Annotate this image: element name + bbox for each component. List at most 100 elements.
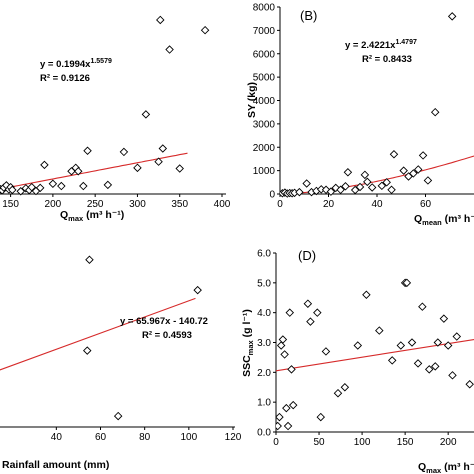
data-point xyxy=(389,150,399,159)
y-tick-label: 5.0 xyxy=(257,278,271,289)
y-tick-label: 1.0 xyxy=(257,398,271,409)
panel-c: 40 60 80 100 120 y = 65.967x - 140.72 R² = 0.4… xyxy=(0,255,242,471)
r-squared-label: R² = 0.9126 xyxy=(40,73,90,84)
data-point xyxy=(282,403,291,413)
panel-d: 0 50 100 150 200 0.0 1.0 2.0 3.0 4.0 5.0 6.0 Qmax (m… xyxy=(241,248,474,474)
data-point xyxy=(313,308,322,317)
data-point xyxy=(119,147,129,157)
data-point xyxy=(303,299,313,308)
data-point xyxy=(74,167,83,176)
x-tick-label: 40 xyxy=(51,432,63,443)
data-point xyxy=(433,338,443,347)
data-point xyxy=(367,183,377,192)
panel-b: 0 20 40 60 0 1000 2000 3000 4000 5000 6000 7000 8000… xyxy=(246,3,474,227)
data-point xyxy=(316,412,326,422)
x-tick-label: 0 xyxy=(277,199,283,210)
y-tick-label: 1000 xyxy=(253,166,276,177)
x-tick-label: 60 xyxy=(420,199,432,210)
data-point xyxy=(377,181,387,191)
data-point xyxy=(382,178,391,187)
y-tick-label: 3000 xyxy=(253,119,276,130)
data-point xyxy=(287,365,296,374)
data-point xyxy=(8,185,17,195)
data-point xyxy=(402,278,412,288)
data-point xyxy=(48,179,58,188)
x-tick-label: 0 xyxy=(273,437,279,448)
data-point xyxy=(413,165,423,174)
data-point xyxy=(413,359,423,368)
data-point xyxy=(158,144,168,153)
trend-line xyxy=(0,152,188,190)
data-point xyxy=(350,185,360,195)
data-point xyxy=(423,176,433,185)
trend-line xyxy=(0,297,196,371)
data-point xyxy=(57,181,66,191)
x-tick-label: 250 xyxy=(87,199,104,210)
x-tick-label: 300 xyxy=(129,199,146,210)
y-tick-label: 8000 xyxy=(253,3,276,14)
data-point xyxy=(409,169,418,178)
y-axis-label: SSCmax (g l⁻¹) xyxy=(241,309,255,377)
y-tick-label: 6000 xyxy=(253,49,276,60)
data-point xyxy=(340,383,350,392)
data-point xyxy=(399,166,408,175)
y-tick-label: 4000 xyxy=(253,96,276,107)
data-point xyxy=(431,362,440,371)
x-tick-label: 200 xyxy=(45,199,62,210)
y-tick-label: 4.0 xyxy=(257,308,271,319)
data-point xyxy=(375,326,384,335)
y-tick-label: 7000 xyxy=(253,26,276,37)
data-point xyxy=(200,25,210,35)
equation-label: y = 2.4221x1.4797 xyxy=(345,39,417,51)
data-point xyxy=(465,380,474,389)
x-tick-label: 40 xyxy=(371,199,383,210)
y-axis-label: SY (kg) xyxy=(246,82,258,118)
data-point xyxy=(443,341,453,350)
data-point xyxy=(331,183,341,193)
data-point xyxy=(306,317,315,326)
x-tick-label: 50 xyxy=(313,437,325,448)
data-point xyxy=(156,15,165,25)
x-axis-label: Qmax (m³ h⁻¹) xyxy=(60,209,124,223)
trend-line xyxy=(280,155,474,195)
data-point xyxy=(79,181,88,191)
data-point xyxy=(175,164,184,173)
data-point xyxy=(276,412,284,422)
x-tick-label: 400 xyxy=(214,199,231,210)
x-axis-label: Qmax (m³ h⁻¹) xyxy=(418,461,474,474)
data-point xyxy=(336,185,345,195)
panel-label: (B) xyxy=(300,8,317,23)
y-tick-label: 6.0 xyxy=(257,249,271,260)
data-point xyxy=(362,290,371,300)
x-tick-label: 80 xyxy=(139,432,151,443)
data-point xyxy=(360,170,370,180)
data-point xyxy=(343,168,353,177)
y-tick-label: 2000 xyxy=(253,143,276,154)
y-tick-label: 0.0 xyxy=(257,428,271,439)
x-axis-label: Rainfall amount (mm) xyxy=(2,459,109,471)
x-tick-label: 120 xyxy=(225,432,242,443)
data-point xyxy=(404,172,413,181)
data-point xyxy=(154,157,163,166)
data-point xyxy=(439,314,449,323)
x-tick-label: 20 xyxy=(323,199,335,210)
panel-a: 150 200 250 300 350 400 y = 0.1994x1.5579 R² = … xyxy=(0,15,231,223)
data-point xyxy=(83,146,92,156)
data-point xyxy=(424,365,434,374)
data-point xyxy=(276,421,282,431)
data-point xyxy=(448,371,457,380)
data-point xyxy=(321,347,331,356)
data-point xyxy=(396,341,406,350)
equation-label: y = 65.967x - 140.72 xyxy=(120,316,208,327)
y-tick-label: 2.0 xyxy=(257,368,271,379)
data-point xyxy=(27,182,36,192)
y-tick-label: 3.0 xyxy=(257,338,271,349)
data-point xyxy=(387,185,396,195)
data-point xyxy=(280,350,289,359)
data-point xyxy=(321,185,331,195)
y-tick-label: 5000 xyxy=(253,73,276,84)
data-point xyxy=(353,341,363,350)
r-squared-label: R² = 0.4593 xyxy=(142,330,192,341)
x-tick-label: 150 xyxy=(2,199,19,210)
data-point xyxy=(40,160,49,170)
